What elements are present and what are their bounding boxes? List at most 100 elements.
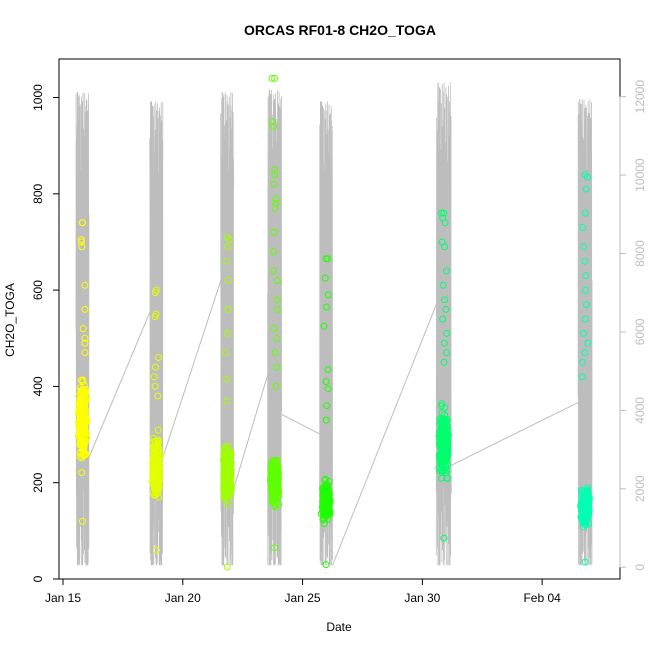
data-point <box>271 166 279 174</box>
data-point <box>273 334 281 342</box>
data-point <box>322 416 330 424</box>
y2-tick-label: 6000 <box>633 318 647 345</box>
data-point <box>443 349 450 357</box>
data-point <box>441 463 449 471</box>
secondary-profile <box>577 98 593 566</box>
data-point <box>271 544 279 552</box>
data-point <box>579 505 587 513</box>
data-point <box>582 272 590 280</box>
secondary-connector-6 <box>451 402 579 466</box>
data-point <box>579 511 586 519</box>
y-tick-label: 800 <box>31 183 45 203</box>
data-point <box>151 382 159 390</box>
data-point <box>441 219 449 227</box>
secondary-connector-4 <box>281 413 320 435</box>
y2-tick-label: 12000 <box>633 80 647 114</box>
data-point <box>270 122 277 130</box>
data-point <box>81 449 89 457</box>
axes-layer: 0 200 400 600 800 1000 Jan 15 Jan 20 Jan 25 Jan 3… <box>31 58 647 605</box>
data-point <box>154 392 162 400</box>
data-point <box>436 415 444 423</box>
data-point <box>78 442 86 450</box>
secondary-profile <box>220 91 235 566</box>
data-point <box>78 243 86 251</box>
data-point <box>150 469 158 477</box>
data-point <box>77 376 85 384</box>
data-point <box>224 484 232 492</box>
secondary-connector-3 <box>233 374 269 489</box>
data-point <box>273 305 281 313</box>
y-tick-label: 600 <box>31 280 45 300</box>
data-point <box>151 484 159 492</box>
data-point <box>579 329 587 337</box>
data-point <box>154 426 162 434</box>
data-point <box>319 516 327 524</box>
data-point <box>324 385 332 393</box>
data-point <box>438 209 445 217</box>
data-point <box>223 501 231 509</box>
y2-tick-label: 4000 <box>633 397 647 424</box>
data-point <box>442 267 450 275</box>
data-point <box>322 378 330 386</box>
data-point <box>76 400 84 408</box>
data-point <box>225 464 233 472</box>
data-point <box>81 334 89 342</box>
data-point <box>324 510 332 518</box>
data-point <box>439 415 447 423</box>
data-point <box>320 520 328 528</box>
secondary-flight-6 <box>435 82 452 566</box>
data-point <box>80 430 88 438</box>
data-point <box>581 349 589 357</box>
data-point <box>272 199 280 207</box>
data-point <box>580 243 588 251</box>
data-point <box>442 305 450 313</box>
data-point <box>273 296 281 304</box>
data-point <box>323 497 331 505</box>
data-point <box>79 378 87 386</box>
data-point <box>77 393 85 401</box>
data-point <box>152 489 160 497</box>
series-3 <box>220 233 235 571</box>
data-point <box>441 243 449 251</box>
data-point <box>273 363 281 371</box>
data-point <box>444 474 451 482</box>
data-point <box>580 523 587 531</box>
data-point <box>81 305 89 313</box>
secondary-connector-2 <box>162 280 222 458</box>
data-point <box>268 485 276 492</box>
data-point <box>579 224 587 231</box>
y2-tick-label: 0 <box>633 564 647 571</box>
y2-tick-label: 8000 <box>633 240 647 267</box>
x-tick-label: Jan 15 <box>45 591 81 605</box>
data-point <box>77 236 85 244</box>
data-point <box>153 464 161 472</box>
data-point <box>223 375 231 383</box>
y-tick-label: 0 <box>31 575 45 582</box>
data-point <box>321 476 329 484</box>
data-point <box>273 277 281 284</box>
data-point <box>270 492 278 500</box>
series-7 <box>577 171 593 566</box>
data-point <box>322 561 330 569</box>
secondary-series-layer <box>75 82 593 566</box>
data-point <box>323 402 331 410</box>
y-tick-label: 400 <box>31 376 45 396</box>
series-5 <box>317 255 334 569</box>
data-point <box>81 349 89 357</box>
data-point <box>78 469 86 477</box>
data-point <box>440 339 448 347</box>
data-point <box>77 411 85 419</box>
data-point <box>81 339 89 347</box>
data-point <box>578 373 586 381</box>
data-point <box>440 358 448 366</box>
data-point <box>222 480 230 488</box>
data-point <box>584 487 591 495</box>
data-point <box>151 313 159 321</box>
data-point <box>269 493 277 500</box>
data-point <box>581 209 589 217</box>
data-point <box>152 450 160 457</box>
data-point <box>441 296 449 304</box>
data-point <box>79 219 86 227</box>
y-tick-label: 200 <box>31 472 45 492</box>
data-point <box>223 233 231 241</box>
